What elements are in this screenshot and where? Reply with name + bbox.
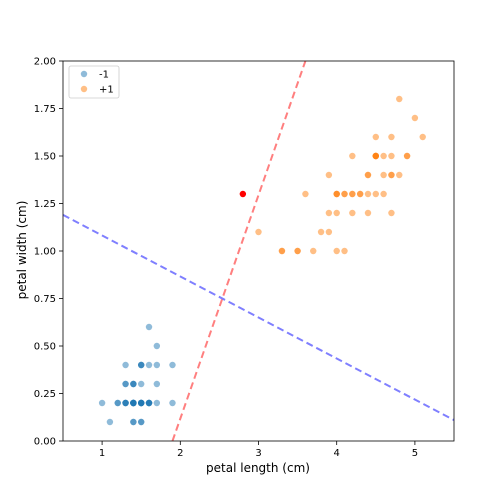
point-series-2	[364, 209, 372, 217]
point-series-1	[169, 399, 176, 407]
point-series-1	[106, 418, 114, 426]
point-series-2	[325, 209, 333, 217]
point-series-1	[153, 380, 161, 388]
point-series-1	[130, 399, 137, 407]
point-series-2	[380, 152, 387, 160]
legend: -1+1	[68, 65, 120, 99]
y-tick-label: 1.25	[34, 199, 56, 210]
y-tick-label: 1.00	[34, 247, 56, 258]
point-series-2	[419, 133, 426, 141]
y-axis-label: petal width (cm)	[15, 201, 29, 300]
y-tick-label: 0.75	[34, 294, 56, 305]
point-series-2	[349, 190, 356, 198]
point-series-2	[333, 209, 340, 217]
point-series-2	[349, 152, 356, 160]
point-series-2	[364, 190, 372, 198]
point-series-2	[403, 152, 411, 160]
point-series-2	[372, 152, 379, 160]
x-tick-label: 5	[412, 448, 418, 459]
y-tick-label: 0.25	[34, 389, 56, 400]
y-tick-label: 2.00	[34, 57, 56, 68]
point-series-2	[317, 228, 325, 236]
y-tick-label: 0.50	[34, 342, 56, 353]
point-series-2	[333, 247, 340, 255]
highlight-point	[239, 190, 247, 198]
point-series-1	[145, 361, 153, 369]
point-series-2	[396, 95, 403, 103]
point-series-2	[325, 228, 333, 236]
y-tick-label: 1.50	[34, 152, 56, 163]
point-series-2	[356, 190, 364, 198]
decision-line-2	[171, 61, 307, 441]
point-series-1	[169, 361, 176, 369]
point-series-1	[138, 399, 145, 407]
decision-line-1	[63, 214, 454, 421]
legend-label: -1	[99, 70, 109, 81]
x-tick-label: 3	[255, 448, 261, 459]
point-series-2	[411, 114, 419, 122]
point-series-2	[380, 190, 387, 198]
point-series-2	[388, 209, 395, 217]
point-series-2	[333, 190, 340, 198]
point-series-1	[153, 342, 161, 350]
point-series-1	[145, 323, 153, 331]
point-series-2	[372, 190, 379, 198]
point-series-2	[372, 133, 379, 141]
point-series-2	[325, 171, 333, 179]
point-series-2	[278, 247, 286, 255]
x-tick-label: 2	[177, 448, 183, 459]
point-series-2	[388, 133, 395, 141]
y-tick-label: 1.75	[34, 104, 56, 115]
axes: 1 2 3 4 5 0.00 0.25 0.50 0.75 1.00 1.25 1.50 1.75 2.0…	[34, 57, 455, 459]
data-points	[98, 95, 426, 426]
legend-label: +1	[99, 85, 114, 96]
point-series-2	[349, 209, 356, 217]
point-series-2	[294, 247, 301, 255]
point-series-1	[153, 399, 161, 407]
point-series-2	[255, 228, 262, 236]
plot-frame	[62, 60, 455, 442]
x-tick-label: 4	[334, 448, 340, 459]
point-series-2	[341, 190, 348, 198]
legend-marker	[80, 70, 88, 78]
point-series-2	[388, 171, 395, 179]
point-series-1	[153, 361, 161, 369]
point-series-2	[396, 171, 403, 179]
point-series-2	[388, 152, 395, 160]
point-series-1	[122, 380, 129, 388]
point-series-1	[130, 380, 137, 388]
point-series-1	[130, 418, 137, 426]
point-series-1	[138, 361, 145, 369]
y-tick-label: 0.00	[34, 437, 56, 448]
point-series-2	[364, 171, 372, 179]
point-series-1	[98, 399, 106, 407]
point-series-1	[122, 399, 129, 407]
point-series-1	[138, 380, 145, 388]
point-series-1	[122, 361, 129, 369]
point-series-2	[380, 171, 387, 179]
legend-marker	[80, 85, 88, 93]
point-series-2	[310, 247, 317, 255]
point-series-1	[114, 399, 121, 407]
x-tick-label: 1	[99, 448, 105, 459]
point-series-2	[341, 247, 348, 255]
point-series-1	[145, 399, 153, 407]
point-series-1	[138, 418, 145, 426]
decision-lines	[63, 61, 454, 441]
point-series-2	[302, 190, 309, 198]
x-axis-label: petal length (cm)	[206, 461, 310, 475]
